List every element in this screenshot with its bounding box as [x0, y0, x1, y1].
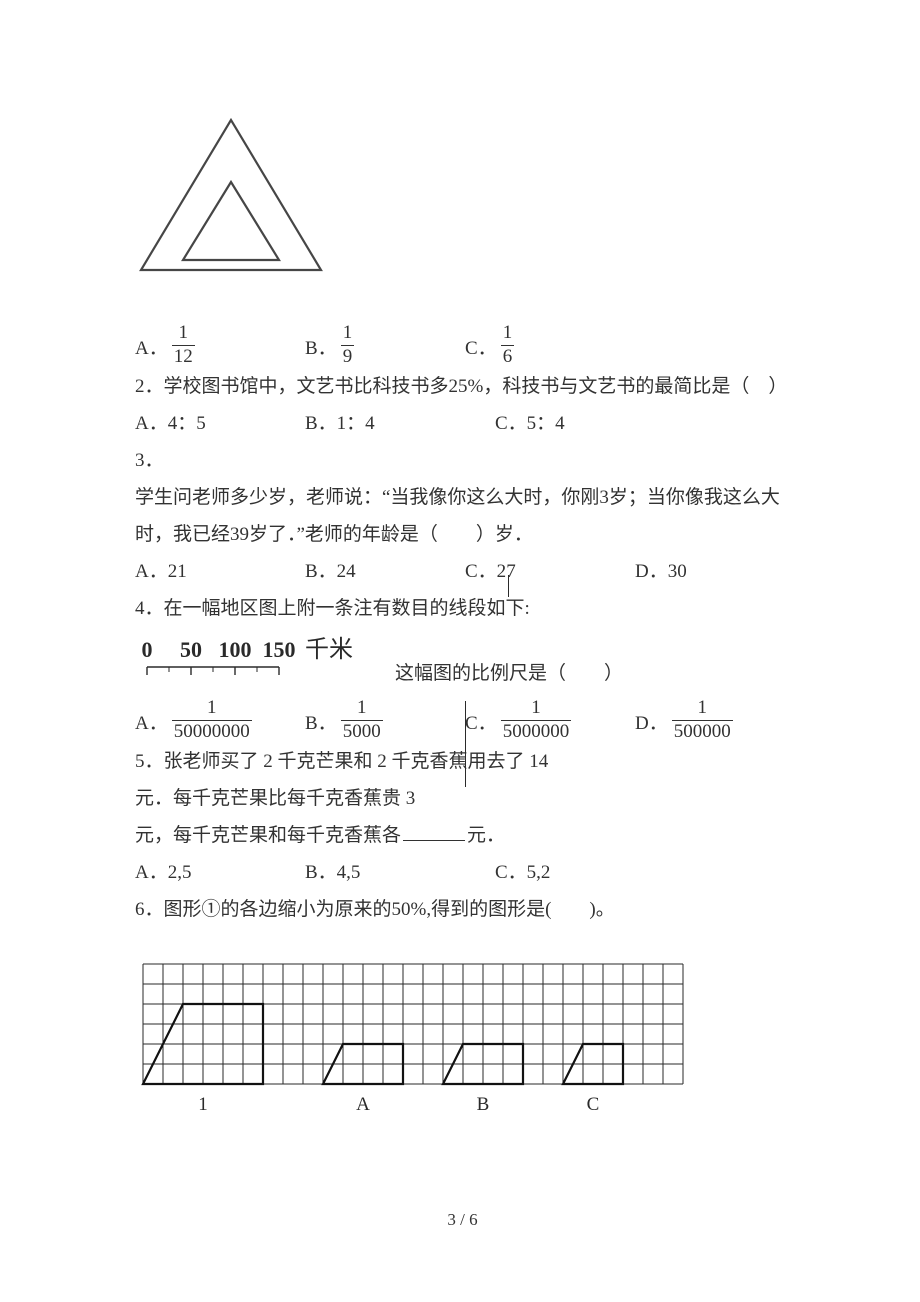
opt-label-a: A．: [135, 705, 172, 742]
q2-text: 2．学校图书馆中，文艺书比科技书多25%，科技书与文艺书的最简比是（ ）: [135, 368, 790, 405]
q2-opt-b: B．1：4: [305, 405, 495, 442]
q2-options: A．4：5 B．1：4 C．5：4: [135, 405, 790, 442]
svg-text:A: A: [356, 1094, 370, 1115]
opt-label-a: A．: [135, 330, 172, 367]
q3-label: 3．: [135, 442, 790, 479]
opt-label-b: B．: [305, 330, 341, 367]
numerator: 1: [341, 323, 355, 345]
denominator: 6: [501, 346, 515, 368]
fraction: 1 500000: [672, 698, 733, 743]
q3-opt-a: A．21: [135, 553, 305, 590]
q3-line2: 时，我已经39岁了．”老师的年龄是（ ）岁．: [135, 516, 790, 553]
q5-opt-a: A．2,5: [135, 854, 305, 891]
fraction: 1 5000: [341, 698, 383, 743]
opt-label-d: D．: [635, 705, 672, 742]
numerator: 1: [529, 698, 543, 720]
q4-tail: 这幅图的比例尺是（ ）: [395, 627, 623, 692]
q4-options: A． 1 50000000 B． 1 5000 C． 1 5000000: [135, 698, 790, 743]
q5-opt-c: C．5,2: [495, 854, 550, 891]
denominator: 50000000: [172, 721, 252, 743]
blank: [403, 821, 465, 841]
q5-line2: 元．每千克芒果比每千克香蕉贵 3: [135, 780, 790, 817]
q2-opt-a: A．4：5: [135, 405, 305, 442]
svg-text:50: 50: [180, 637, 202, 662]
denominator: 5000000: [501, 721, 572, 743]
q5-line3: 元，每千克芒果和每千克香蕉各 元．: [135, 817, 790, 854]
q3-options: A．21 B．24 C．27 D．30: [135, 553, 790, 590]
svg-text:100: 100: [219, 637, 252, 662]
fraction: 1 12: [172, 323, 195, 368]
q5-line1: 5．张老师买了 2 千克芒果和 2 千克香蕉用去了 14: [135, 743, 790, 780]
numerator: 1: [205, 698, 219, 720]
q6-text: 6．图形①的各边缩小为原来的50%,得到的图形是( )。: [135, 891, 790, 928]
q5-line3b: 元．: [467, 825, 505, 846]
opt-label-c: C．: [465, 705, 501, 742]
denominator: 12: [172, 346, 195, 368]
scale-ruler: 0 50 100 150 千米: [135, 635, 395, 692]
numerator: 1: [695, 698, 709, 720]
fraction: 1 9: [341, 323, 355, 368]
numerator: 1: [355, 698, 369, 720]
page-footer: 3 / 6: [135, 1203, 790, 1236]
svg-text:150: 150: [263, 637, 296, 662]
q5-options: A．2,5 B．4,5 C．5,2: [135, 854, 790, 891]
q6-grid-figure: 1 A B C: [135, 956, 790, 1133]
fraction: 1 50000000: [172, 698, 252, 743]
svg-text:1: 1: [198, 1094, 208, 1115]
q3-opt-c: C．27: [465, 553, 635, 590]
q4-text: 4．在一幅地区图上附一条注有数目的线段如下:: [135, 590, 790, 627]
numerator: 1: [501, 323, 515, 345]
opt-label-b: B．: [305, 705, 341, 742]
q1-options: A． 1 12 B． 1 9 C． 1 6: [135, 323, 790, 368]
q3-opt-d: D．30: [635, 553, 687, 590]
opt-label-c: C．: [465, 330, 501, 367]
svg-text:千米: 千米: [305, 636, 353, 663]
svg-text:B: B: [477, 1094, 490, 1115]
q2-opt-c: C．5：4: [495, 405, 565, 442]
q5-line3a: 元，每千克芒果和每千克香蕉各: [135, 825, 401, 846]
numerator: 1: [176, 323, 190, 345]
fraction: 1 5000000: [501, 698, 572, 743]
fraction: 1 6: [501, 323, 515, 368]
triangle-figure: [131, 110, 790, 293]
svg-text:C: C: [587, 1094, 600, 1115]
q3-line1: 学生问老师多少岁，老师说：“当我像你这么大时，你刚3岁；当你像我这么大: [135, 479, 790, 516]
q3-opt-b: B．24: [305, 553, 465, 590]
q5-opt-b: B．4,5: [305, 854, 495, 891]
svg-text:0: 0: [142, 637, 153, 662]
denominator: 500000: [672, 721, 733, 743]
denominator: 9: [341, 346, 355, 368]
denominator: 5000: [341, 721, 383, 743]
